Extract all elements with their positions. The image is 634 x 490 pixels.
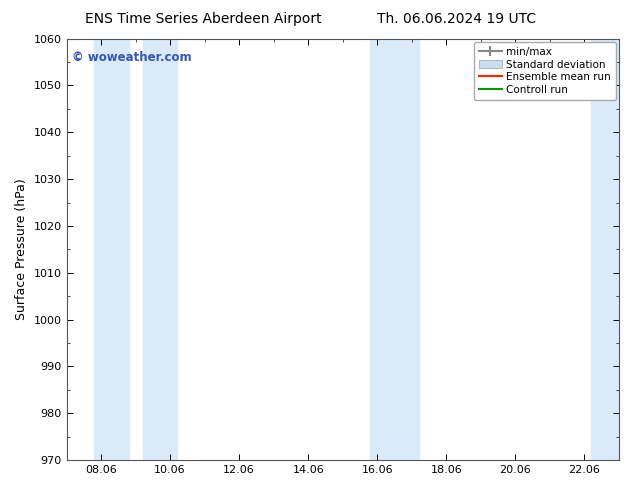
Bar (143, 39, 177, 460)
Bar (592, 39, 619, 460)
Text: ENS Time Series Aberdeen Airport: ENS Time Series Aberdeen Airport (84, 12, 321, 26)
Bar (394, 39, 418, 460)
Bar (370, 39, 394, 460)
Text: © woweather.com: © woweather.com (72, 51, 191, 64)
Y-axis label: Surface Pressure (hPa): Surface Pressure (hPa) (15, 178, 28, 320)
Legend: min/max, Standard deviation, Ensemble mean run, Controll run: min/max, Standard deviation, Ensemble me… (474, 42, 616, 100)
Bar (94, 39, 129, 460)
Text: Th. 06.06.2024 19 UTC: Th. 06.06.2024 19 UTC (377, 12, 536, 26)
